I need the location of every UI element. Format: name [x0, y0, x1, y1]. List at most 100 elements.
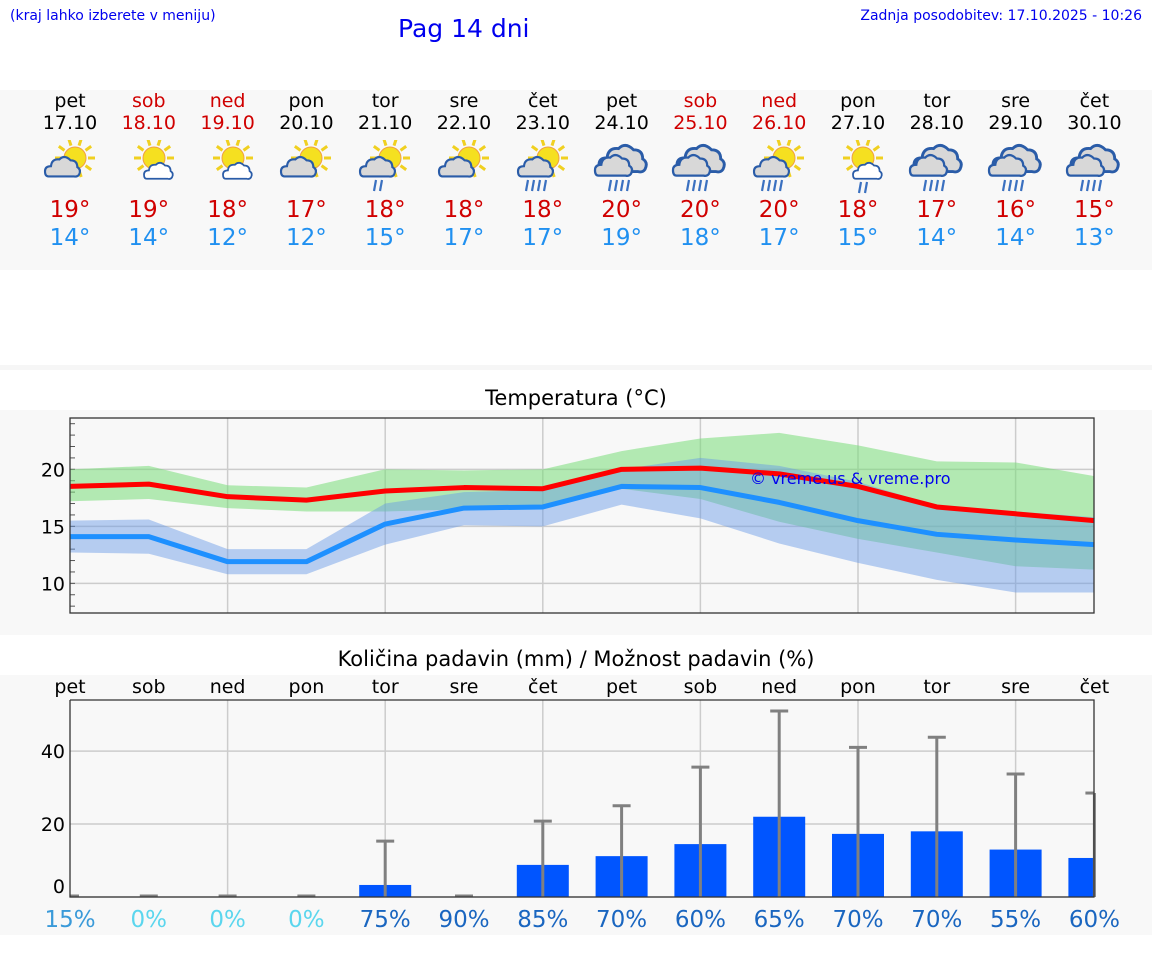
- x-day-label: čet: [528, 676, 558, 698]
- precip-probability: 0%: [288, 907, 325, 933]
- sun-cloud-icon: [280, 140, 332, 178]
- day-name: pet: [605, 90, 638, 112]
- precip-probability: 75%: [360, 907, 411, 933]
- min-temp: 19°: [601, 225, 642, 251]
- max-temp-line: [69, 465, 1095, 524]
- max-temp: 18°: [364, 197, 406, 223]
- sun-cloud-icon: [437, 140, 489, 178]
- x-day-label: tor: [923, 676, 950, 698]
- min-temp: 17°: [443, 225, 485, 251]
- precip-probability: 90%: [438, 907, 489, 933]
- min-temp: 15°: [364, 225, 406, 251]
- max-temp: 18°: [837, 197, 879, 223]
- precip-probability: 0%: [209, 907, 246, 933]
- min-temp: 17°: [522, 225, 564, 251]
- forecast-day: sob 18.10 19° 14°: [109, 90, 189, 252]
- cloud-rain-icon: [987, 144, 1042, 192]
- min-temp: 17°: [758, 225, 800, 251]
- day-name: sre: [449, 90, 479, 112]
- y-tick-label: 20: [41, 459, 65, 481]
- cloud-rain-icon: [672, 144, 727, 192]
- day-date: 19.10: [200, 112, 255, 134]
- min-temp: 18°: [680, 225, 721, 251]
- day-date: 21.10: [357, 112, 413, 134]
- precipitation-chart-title: Količina padavin (mm) / Možnost padavin …: [337, 647, 815, 671]
- min-temp-line: [70, 483, 1095, 565]
- day-name: tor: [923, 90, 951, 112]
- forecast-day: sre 22.10 18° 17°: [424, 90, 504, 252]
- forecast-day: pon 27.10 18° 15°: [818, 90, 898, 252]
- x-day-label: ned: [210, 676, 246, 698]
- sun-small-cloud-icon: [212, 140, 253, 180]
- forecast-day: ned 19.10 18° 12°: [188, 90, 268, 252]
- precip-probability: 70%: [832, 907, 883, 933]
- forecast-day: čet 30.10 15° 13°: [1054, 90, 1134, 252]
- day-date: 30.10: [1067, 112, 1122, 134]
- forecast-day: sob 25.10 20° 18°: [660, 90, 740, 252]
- x-day-label: sre: [450, 676, 479, 698]
- max-temp: 18°: [207, 197, 248, 223]
- day-date: 22.10: [436, 112, 492, 134]
- precip-bar: [1068, 857, 1094, 897]
- day-name: pon: [840, 90, 876, 112]
- max-temp-band: [70, 432, 1095, 570]
- min-temp: 12°: [286, 225, 327, 251]
- plot-frame: [69, 699, 1095, 898]
- y-tick-label: 10: [41, 573, 65, 595]
- y-tick-label: 20: [41, 814, 65, 836]
- y-tick-label: 0: [53, 876, 65, 898]
- sun-small-cloud-icon: [133, 140, 174, 180]
- day-name: sob: [132, 90, 166, 112]
- forecast-day: tor 21.10 18° 15°: [345, 90, 425, 252]
- sun-cloud-light-rain-icon: [359, 140, 411, 192]
- max-temp: 19°: [128, 197, 170, 223]
- max-temp: 15°: [1074, 197, 1115, 223]
- cloud-rain-icon: [593, 144, 648, 192]
- max-temp: 17°: [916, 197, 958, 223]
- forecast-strip: [0, 90, 1152, 270]
- x-day-label: sre: [1001, 676, 1030, 698]
- x-day-label: tor: [372, 676, 399, 698]
- max-temp: 18°: [443, 197, 485, 223]
- temperature-chart: 10 15 20 © vreme.us & vreme.pro: [41, 417, 1095, 614]
- max-temp: 20°: [758, 197, 800, 223]
- min-temp: 14°: [128, 225, 170, 251]
- location-hint-link[interactable]: (kraj lahko izberete v meniju): [10, 8, 216, 24]
- watermark: © vreme.us & vreme.pro: [750, 469, 951, 488]
- precip-probability: 60%: [1069, 907, 1120, 933]
- max-temp: 16°: [995, 197, 1036, 223]
- forecast-day: sre 29.10 16° 14°: [976, 90, 1056, 252]
- y-tick-label: 40: [41, 741, 65, 763]
- cloud-rain-icon: [1066, 144, 1121, 192]
- plot-frame: [69, 417, 1095, 614]
- precip-probability: 60%: [675, 907, 726, 933]
- day-date: 17.10: [42, 112, 98, 134]
- min-temp: 14°: [49, 225, 91, 251]
- x-day-label: sob: [132, 676, 166, 698]
- precip-probability: 15%: [44, 907, 95, 933]
- day-date: 28.10: [909, 112, 964, 134]
- min-temp: 15°: [837, 225, 879, 251]
- divider: [0, 365, 1152, 370]
- day-date: 18.10: [121, 112, 176, 134]
- day-date: 23.10: [515, 112, 570, 134]
- precip-probability: 70%: [596, 907, 647, 933]
- precip-probability: 0%: [131, 907, 168, 933]
- min-temp: 12°: [207, 225, 248, 251]
- precip-probability: 70%: [911, 907, 962, 933]
- precip-probability: 55%: [990, 907, 1041, 933]
- day-name: tor: [371, 90, 399, 112]
- day-date: 29.10: [988, 112, 1043, 134]
- day-name: čet: [1079, 90, 1110, 112]
- day-name: ned: [209, 90, 246, 112]
- day-date: 27.10: [830, 112, 886, 134]
- last-update: Zadnja posodobitev: 17.10.2025 - 10:26: [860, 8, 1142, 24]
- cloud-rain-icon: [908, 144, 963, 192]
- day-name: sob: [683, 90, 718, 112]
- max-temp: 18°: [522, 197, 564, 223]
- min-temp-band: [70, 457, 1095, 593]
- min-temp: 14°: [916, 225, 958, 251]
- day-date: 20.10: [279, 112, 334, 134]
- x-day-label: sob: [684, 676, 718, 698]
- page-title: Pag 14 dni: [398, 14, 530, 43]
